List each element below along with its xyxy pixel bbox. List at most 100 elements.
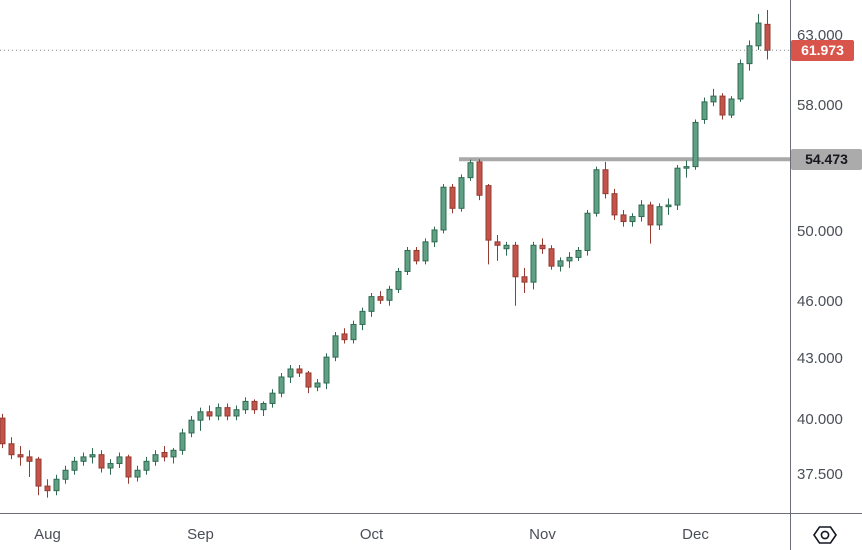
price-axis[interactable]: 54.473 61.973 63.000 58.000 50.000 46.000 43… xyxy=(791,0,862,513)
level-price-badge: 54.473 xyxy=(791,148,862,170)
candle-body xyxy=(431,229,438,243)
candle-body xyxy=(224,407,231,417)
candle-body xyxy=(512,244,519,278)
candle-body xyxy=(413,249,420,262)
time-axis[interactable]: Aug Sep Oct Nov Dec xyxy=(0,514,790,550)
candle-body xyxy=(0,417,6,445)
candle-body xyxy=(26,456,33,462)
candle-body xyxy=(233,409,240,417)
price-tick-label: 43.000 xyxy=(797,350,843,368)
candle-body xyxy=(494,241,501,246)
candle-body xyxy=(575,249,582,258)
candle-body xyxy=(152,454,159,462)
candle-body xyxy=(530,244,537,283)
candle-body xyxy=(638,204,645,218)
candle-body xyxy=(692,121,699,168)
candle-body xyxy=(503,244,510,250)
candle-body xyxy=(251,400,258,411)
time-axis-label: Aug xyxy=(34,526,61,543)
candle-body xyxy=(17,454,24,458)
candle-body xyxy=(170,449,177,458)
candle-body xyxy=(467,162,474,179)
price-tick-label: 58.000 xyxy=(797,97,843,115)
candle-body xyxy=(404,249,411,272)
candle-body xyxy=(521,276,528,283)
candle-body xyxy=(476,161,483,196)
candle-body xyxy=(44,485,51,492)
candle-body xyxy=(98,454,105,469)
candle-body xyxy=(629,216,636,223)
hexagon-circle-icon xyxy=(813,525,837,544)
time-axis-label: Oct xyxy=(359,526,384,543)
price-tick-label: 46.000 xyxy=(797,293,843,311)
candle-body xyxy=(332,335,339,358)
candle-body xyxy=(377,296,384,301)
candle-body xyxy=(242,400,249,411)
candle-body xyxy=(359,310,366,325)
candle-body xyxy=(737,63,744,100)
candle-body xyxy=(269,392,276,404)
candle-body xyxy=(125,456,132,478)
horizontal-ray-line[interactable] xyxy=(459,157,862,162)
candle-body xyxy=(665,204,672,208)
candle-body xyxy=(386,288,393,301)
candle-body xyxy=(278,376,285,394)
candle-body xyxy=(53,478,60,492)
candle-body xyxy=(305,372,312,388)
candle-body xyxy=(701,101,708,120)
candle-body xyxy=(350,323,357,341)
candle-body xyxy=(611,193,618,216)
candle-body xyxy=(764,23,771,51)
candle-body xyxy=(566,256,573,262)
candle-body xyxy=(341,333,348,341)
candle-body xyxy=(134,469,141,478)
candle-body xyxy=(107,463,114,469)
candle-body xyxy=(161,452,168,458)
price-tick-label: 37.500 xyxy=(797,465,843,483)
candle-body xyxy=(683,166,690,169)
candle-body xyxy=(179,432,186,451)
candle-body xyxy=(593,169,600,214)
candle-body xyxy=(71,460,78,471)
candle-body xyxy=(215,407,222,417)
candle-body xyxy=(8,443,15,456)
price-tick-label: 63.000 xyxy=(797,27,843,45)
candle-body xyxy=(368,296,375,312)
candle-body xyxy=(728,98,735,116)
candle-body xyxy=(719,95,726,116)
candle-body xyxy=(485,185,492,241)
price-tick-label: 40.000 xyxy=(797,411,843,429)
candle-body xyxy=(143,460,150,471)
price-tick-label: 50.000 xyxy=(797,222,843,240)
candle-body xyxy=(80,456,87,462)
last-price-badge: 61.973 xyxy=(791,39,854,61)
scale-settings-button[interactable] xyxy=(808,521,842,548)
candle-body xyxy=(755,22,762,47)
candle-body xyxy=(323,356,330,384)
time-axis-label: Sep xyxy=(187,526,214,543)
candle-body xyxy=(647,204,654,226)
candle-body xyxy=(197,411,204,421)
candle-body xyxy=(395,270,402,290)
candle-body xyxy=(440,186,447,231)
candle-body xyxy=(296,368,303,374)
candle-body xyxy=(314,382,321,388)
candle-body xyxy=(710,95,717,103)
candle-body xyxy=(458,177,465,209)
time-axis-label: Dec xyxy=(682,526,709,543)
candle-body xyxy=(584,212,591,251)
candle-body xyxy=(260,402,267,411)
candle-body xyxy=(449,186,456,209)
candle-body xyxy=(89,454,96,458)
time-axis-label: Nov xyxy=(529,526,556,543)
candle-body xyxy=(539,244,546,250)
candle-body xyxy=(620,214,627,223)
candle-body xyxy=(656,206,663,226)
candle-body xyxy=(116,456,123,465)
candle-body xyxy=(557,260,564,267)
candle-body xyxy=(746,45,753,65)
candle-body xyxy=(674,167,681,206)
candle-body xyxy=(206,411,213,417)
candle-body xyxy=(287,368,294,378)
